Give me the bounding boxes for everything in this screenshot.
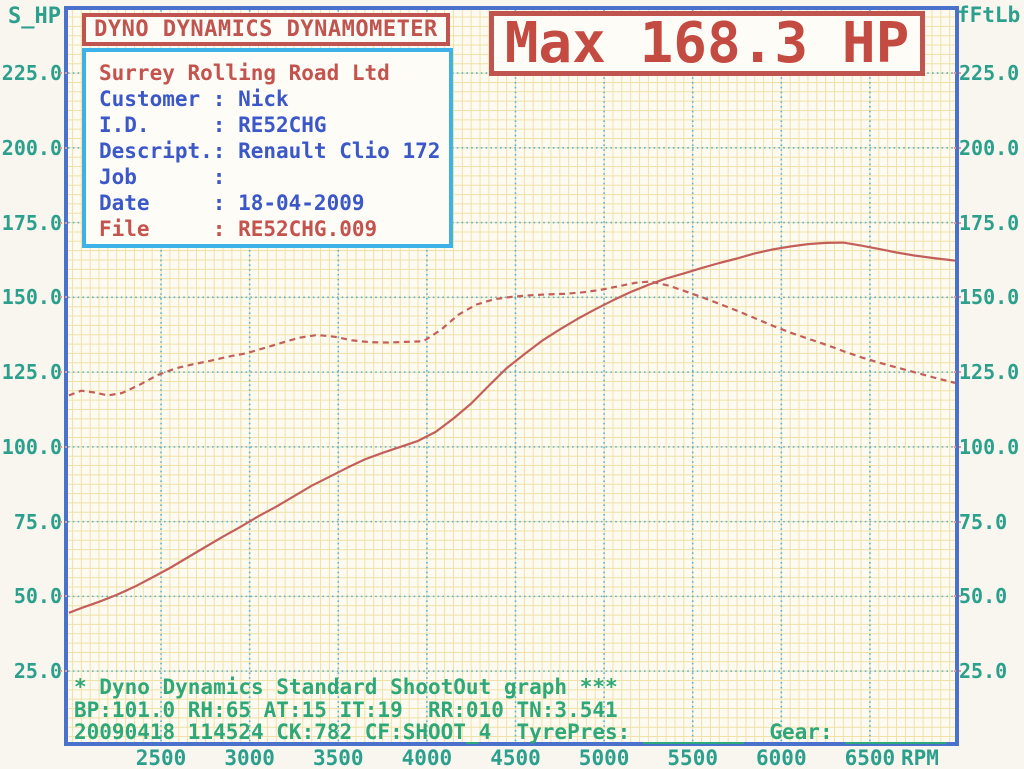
- footer-line-3: 20090418 114524 CK:782 CF:SHOOT_4 TyrePr…: [74, 720, 947, 744]
- y-axis-label-right: 75.0: [959, 509, 1008, 534]
- info-row: I.D. : RE52CHG: [99, 112, 449, 138]
- axis-leader-dots: [954, 670, 961, 673]
- info-label: I.D. :: [99, 113, 239, 137]
- info-label: File :: [99, 217, 239, 241]
- info-value: Renault Clio 172: [238, 139, 441, 163]
- axis-leader-dots: [60, 146, 67, 149]
- x-axis-label: 5000: [578, 746, 630, 769]
- axis-leader-dots: [954, 445, 961, 448]
- x-axis-label: 4000: [401, 746, 453, 769]
- y-axis-label-left: 25.0: [13, 659, 62, 684]
- y-axis-label-right: 150.0: [959, 285, 1020, 310]
- company-name: Surrey Rolling Road Ltd: [99, 61, 390, 85]
- info-rows: Customer : Nick I.D. : RE52CHG Descript.: …: [99, 86, 449, 242]
- y-axis-label-right: 50.0: [959, 584, 1008, 609]
- info-value: RE52CHG.009: [238, 217, 378, 241]
- axis-leader-dots: [954, 595, 961, 598]
- axis-leader-dots: [60, 72, 67, 75]
- axis-leader-dots: [954, 520, 961, 523]
- info-row: Customer : Nick: [99, 86, 449, 112]
- max-power-badge: Max 168.3 HP: [489, 11, 925, 76]
- x-axis-label: 2500: [135, 746, 187, 769]
- title-box: DYNO DYNAMICS DYNAMOMETER: [82, 13, 450, 46]
- torque-curve: [68, 280, 955, 397]
- y-axis-label-left: 200.0: [1, 135, 62, 160]
- info-label: Descript.:: [99, 139, 239, 163]
- footer-line-1: * Dyno Dynamics Standard ShootOut graph …: [74, 675, 618, 699]
- axis-leader-dots: [954, 371, 961, 374]
- x-axis-label: 6500: [844, 746, 896, 769]
- x-axis-label: 4500: [490, 746, 541, 769]
- axis-leader-dots: [60, 520, 67, 523]
- y-axis-label-left: 125.0: [1, 360, 62, 385]
- axis-leader-dots: [60, 670, 67, 673]
- axis-leader-dots: [954, 146, 961, 149]
- max-power-text: Max 168.3 HP: [504, 11, 910, 76]
- axis-leader-dots: [60, 371, 67, 374]
- info-value: Nick: [238, 87, 289, 111]
- axis-leader-dots: [954, 72, 961, 75]
- info-label: Customer :: [99, 87, 239, 111]
- x-axis-label: 6000: [756, 746, 807, 769]
- y-axis-label-right: 25.0: [959, 659, 1008, 684]
- info-row: File : RE52CHG.009: [99, 216, 449, 242]
- footer-line-2: BP:101.0 RH:65 AT:15 IT:19 RR:010 TN:3.5…: [74, 697, 618, 722]
- info-label: Job :: [99, 165, 239, 189]
- right-axis-unit-label: fFtLb: [957, 3, 1021, 27]
- axis-leader-dots: [954, 296, 961, 299]
- axis-leader-dots: [60, 445, 67, 448]
- y-axis-label-left: 175.0: [1, 210, 62, 235]
- x-axis-label: 5500: [667, 746, 718, 769]
- y-axis-label-right: 100.0: [959, 434, 1020, 459]
- info-value: RE52CHG: [238, 113, 327, 137]
- x-axis-unit-label: RPM: [901, 746, 939, 769]
- y-axis-label-right: 225.0: [959, 61, 1020, 86]
- axis-leader-dots: [954, 221, 961, 224]
- info-row: Date : 18-04-2009: [99, 190, 449, 216]
- axis-leader-dots: [60, 296, 67, 299]
- y-axis-label-left: 100.0: [1, 434, 62, 459]
- y-axis-label-right: 175.0: [959, 210, 1020, 235]
- info-row: Descript.: Renault Clio 172: [99, 138, 449, 164]
- axis-leader-dots: [60, 221, 67, 224]
- left-axis-unit-label: S_HP: [8, 4, 61, 29]
- info-label: Date :: [99, 191, 239, 215]
- footer-notes: * Dyno Dynamics Standard ShootOut graph …: [74, 676, 946, 744]
- title-text: DYNO DYNAMICS DYNAMOMETER: [94, 17, 438, 42]
- y-axis-label-right: 125.0: [959, 360, 1020, 385]
- info-box: Surrey Rolling Road Ltd Customer : Nick I…: [82, 48, 453, 248]
- info-value: 18-04-2009: [238, 191, 365, 215]
- y-axis-label-left: 50.0: [13, 584, 62, 609]
- info-row: Job :: [99, 164, 449, 190]
- x-axis-label: 3500: [312, 746, 364, 769]
- y-axis-label-left: 75.0: [13, 509, 62, 534]
- x-axis-label: 3000: [224, 746, 275, 769]
- y-axis-label-left: 150.0: [1, 285, 62, 310]
- power-curve: [68, 241, 955, 614]
- y-axis-label-right: 200.0: [959, 135, 1020, 160]
- y-axis-label-left: 225.0: [1, 61, 62, 86]
- axis-leader-dots: [60, 595, 67, 598]
